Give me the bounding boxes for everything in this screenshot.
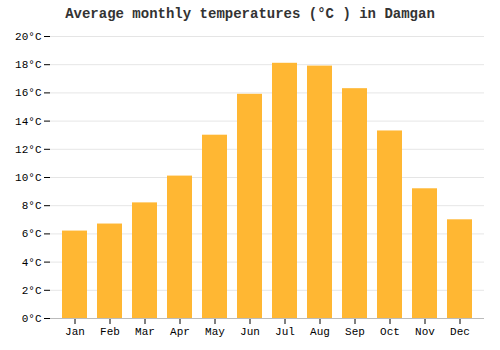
svg-text:Aug: Aug — [310, 326, 330, 338]
svg-text:Dec: Dec — [450, 326, 470, 338]
svg-text:10°C: 10°C — [15, 172, 42, 184]
svg-text:Jan: Jan — [65, 326, 85, 338]
html-text:Average monthly temperatures (: Average monthly temperatures (°C ) in Da… — [65, 6, 435, 22]
svg-text:14°C: 14°C — [15, 116, 42, 128]
svg-text:Nov: Nov — [415, 326, 435, 338]
svg-text:May: May — [205, 326, 225, 338]
svg-text:18°C: 18°C — [15, 59, 42, 71]
svg-text:16°C: 16°C — [15, 87, 42, 99]
svg-text:Jun: Jun — [240, 326, 260, 338]
svg-text:Feb: Feb — [100, 326, 120, 338]
svg-text:Oct: Oct — [380, 326, 400, 338]
svg-text:2°C: 2°C — [22, 285, 42, 297]
svg-text:Sep: Sep — [345, 326, 365, 338]
svg-text:Apr: Apr — [170, 326, 190, 338]
svg-text:Jul: Jul — [275, 326, 295, 338]
svg-text:6°C: 6°C — [22, 228, 42, 240]
svg-text:Mar: Mar — [135, 326, 155, 338]
svg-text:20°C: 20°C — [15, 31, 42, 43]
svg-text:0°C: 0°C — [22, 313, 42, 325]
svg-text:12°C: 12°C — [15, 144, 42, 156]
svg-text:8°C: 8°C — [22, 200, 42, 212]
svg-text:4°C: 4°C — [22, 257, 42, 269]
